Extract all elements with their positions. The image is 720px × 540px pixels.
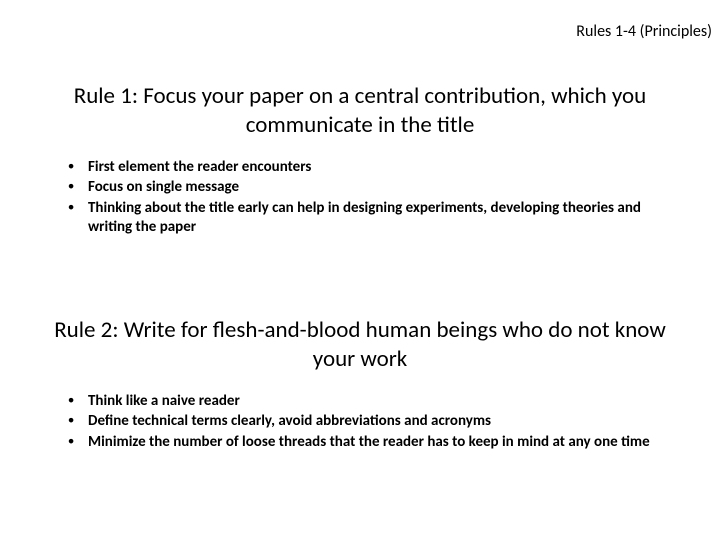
rule-2-bullets: Think like a naive reader Define technic… (44, 392, 676, 453)
list-item: Thinking about the title early can help … (68, 199, 676, 238)
list-item: First element the reader encounters (68, 158, 676, 178)
rule-2-heading: Rule 2: Write for flesh-and-blood human … (44, 316, 676, 374)
rule-1-block: Rule 1: Focus your paper on a central co… (44, 82, 676, 239)
list-item: Focus on single message (68, 178, 676, 198)
rule-2-block: Rule 2: Write for flesh-and-blood human … (44, 316, 676, 453)
list-item: Define technical terms clearly, avoid ab… (68, 412, 676, 432)
rule-1-heading: Rule 1: Focus your paper on a central co… (44, 82, 676, 140)
list-item: Think like a naive reader (68, 392, 676, 412)
header-label: Rules 1-4 (Principles) (576, 22, 712, 41)
rule-1-bullets: First element the reader encounters Focu… (44, 158, 676, 238)
list-item: Minimize the number of loose threads tha… (68, 433, 676, 453)
